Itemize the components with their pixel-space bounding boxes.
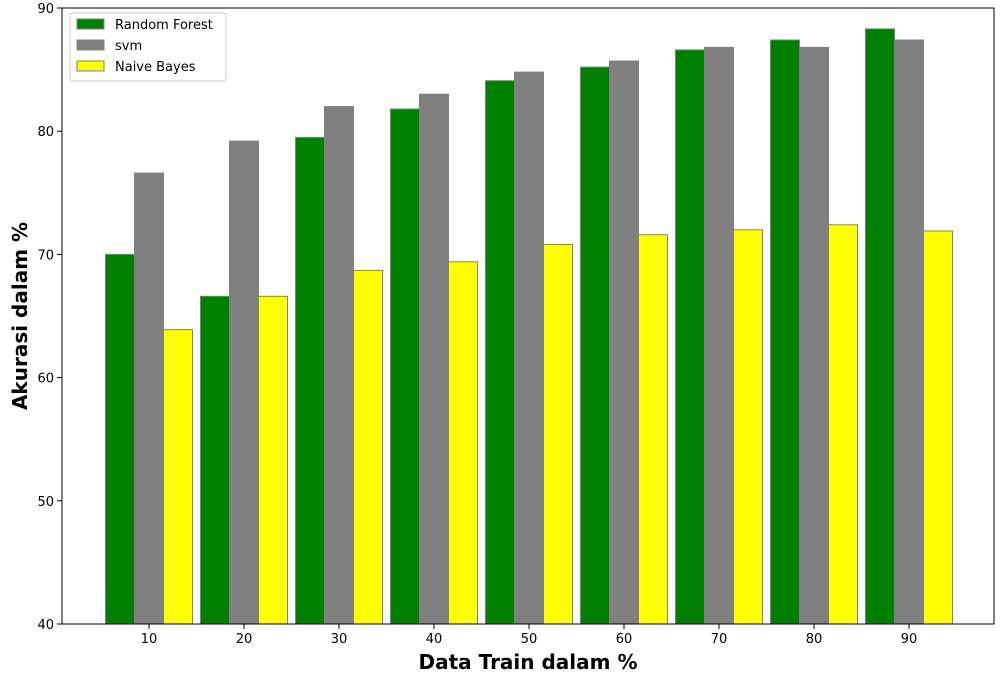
bar-naive-bayes-50 bbox=[543, 244, 573, 625]
bar-random-forest-40 bbox=[390, 108, 420, 625]
x-tick-label: 20 bbox=[236, 632, 253, 647]
bar-svm-80 bbox=[799, 46, 829, 625]
bars-layer bbox=[105, 28, 953, 625]
bar-naive-bayes-30 bbox=[353, 269, 383, 625]
bar-random-forest-20 bbox=[200, 295, 230, 625]
x-axis: 10 20 30 40 50 60 70 80 90 bbox=[141, 624, 918, 647]
bar-svm-40 bbox=[419, 93, 449, 625]
bar-svm-50 bbox=[514, 71, 544, 625]
bar-svm-20 bbox=[229, 140, 259, 625]
x-tick-label: 60 bbox=[616, 632, 633, 647]
legend-label: svm bbox=[115, 39, 142, 54]
bar-naive-bayes-40 bbox=[448, 261, 478, 625]
bar-svm-30 bbox=[324, 106, 354, 625]
bar-random-forest-60 bbox=[580, 66, 610, 625]
x-axis-title: Data Train dalam % bbox=[419, 650, 638, 674]
bar-svm-10 bbox=[134, 172, 164, 625]
bar-naive-bayes-20 bbox=[258, 295, 288, 625]
x-tick-label: 90 bbox=[901, 632, 918, 647]
y-tick-label: 50 bbox=[37, 495, 54, 510]
legend-frame bbox=[69, 12, 227, 82]
legend-swatch-naive-bayes bbox=[76, 60, 105, 72]
bar-naive-bayes-60 bbox=[638, 234, 668, 625]
bar-svm-70 bbox=[704, 46, 734, 625]
x-tick-label: 50 bbox=[521, 632, 538, 647]
bar-naive-bayes-70 bbox=[733, 229, 763, 625]
y-tick-label: 40 bbox=[37, 618, 54, 633]
bar-naive-bayes-10 bbox=[163, 329, 193, 625]
bar-random-forest-70 bbox=[675, 49, 705, 625]
bar-svm-60 bbox=[609, 60, 639, 625]
bar-random-forest-10 bbox=[105, 253, 135, 625]
bar-random-forest-50 bbox=[485, 80, 515, 625]
x-tick-label: 70 bbox=[711, 632, 728, 647]
y-axis-title: Akurasi dalam % bbox=[8, 222, 32, 410]
y-tick-label: 90 bbox=[37, 2, 54, 17]
y-tick-label: 60 bbox=[37, 372, 54, 387]
bar-random-forest-30 bbox=[295, 136, 325, 625]
y-tick-label: 80 bbox=[37, 125, 54, 140]
legend: Random Forest svm Naive Bayes bbox=[69, 12, 227, 82]
y-tick-label: 70 bbox=[37, 248, 54, 263]
legend-swatch-svm bbox=[76, 39, 105, 51]
x-tick-label: 80 bbox=[806, 632, 823, 647]
x-tick-label: 30 bbox=[331, 632, 348, 647]
legend-label: Naive Bayes bbox=[115, 60, 196, 75]
legend-label: Random Forest bbox=[115, 18, 213, 33]
x-tick-label: 40 bbox=[426, 632, 443, 647]
legend-swatch-random-forest bbox=[76, 18, 105, 30]
plot-frame bbox=[61, 7, 995, 625]
bar-svm-90 bbox=[894, 39, 924, 625]
x-tick-label: 10 bbox=[141, 632, 158, 647]
bar-naive-bayes-80 bbox=[828, 224, 858, 625]
bar-random-forest-90 bbox=[865, 28, 895, 625]
bar-naive-bayes-90 bbox=[923, 230, 953, 625]
y-axis: 40 50 60 70 80 90 bbox=[37, 2, 62, 633]
bar-random-forest-80 bbox=[770, 39, 800, 625]
